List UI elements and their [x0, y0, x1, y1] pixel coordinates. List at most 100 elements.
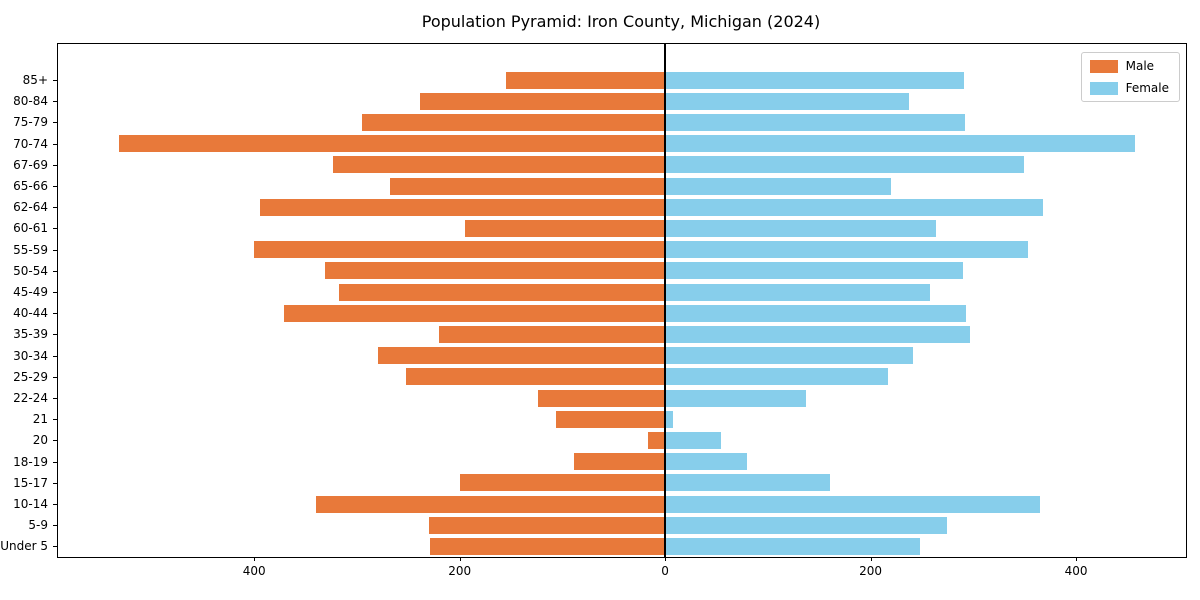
bar-male-under-5	[429, 537, 666, 555]
y-tick-label-18-19: 18-19	[13, 454, 48, 469]
chart-title: Population Pyramid: Iron County, Michiga…	[421, 12, 821, 31]
bar-female-65-66	[665, 177, 892, 195]
bar-male-5-9	[428, 516, 666, 534]
bar-female-10-14	[665, 495, 1041, 513]
bar-female-67-69	[665, 156, 1024, 174]
bar-female-80-84	[665, 92, 909, 110]
bar-female-18-19	[665, 453, 748, 471]
y-tick-label-60-61: 60-61	[13, 221, 48, 236]
bar-female-75-79	[665, 113, 966, 131]
bar-male-21	[556, 410, 666, 428]
y-tick-label-25-29: 25-29	[13, 369, 48, 384]
y-tick-label-under-5: Under 5	[0, 539, 48, 554]
y-tick-mark	[53, 525, 57, 527]
y-tick-mark	[53, 440, 57, 442]
bar-male-70-74	[118, 135, 666, 153]
y-tick-mark	[53, 419, 57, 421]
bar-female-50-54	[665, 262, 963, 280]
y-tick-label-75-79: 75-79	[13, 115, 48, 130]
y-tick-mark	[53, 355, 57, 357]
y-tick-mark	[53, 504, 57, 505]
bar-female-45-49	[665, 283, 931, 301]
bar-female-60-61	[665, 219, 937, 237]
bar-female-22-24	[665, 389, 806, 407]
bar-male-67-69	[333, 156, 666, 174]
bar-male-75-79	[362, 113, 666, 131]
bar-female-5-9	[665, 516, 947, 534]
bar-female-20	[665, 431, 721, 449]
bar-male-10-14	[315, 495, 666, 513]
bar-male-62-64	[260, 198, 666, 216]
y-tick-label-45-49: 45-49	[13, 285, 48, 299]
x-tick-label-200-1: 200	[448, 564, 472, 578]
legend-label-female: Female	[1125, 81, 1169, 95]
bar-female-25-29	[665, 368, 888, 386]
y-tick-mark	[53, 249, 57, 251]
bar-male-25-29	[406, 368, 666, 386]
bar-male-15-17	[459, 474, 666, 492]
bar-female-35-39	[665, 325, 971, 343]
y-tick-mark	[53, 292, 57, 293]
bar-male-40-44	[284, 304, 666, 322]
x-tick-label-200-3: 200	[859, 564, 883, 578]
y-tick-label-10-14: 10-14	[13, 497, 48, 511]
y-tick-mark	[53, 143, 57, 145]
bar-male-30-34	[377, 347, 666, 365]
bar-female-under-5	[665, 537, 920, 555]
x-tick-mark	[870, 557, 872, 561]
bar-male-35-39	[439, 325, 666, 343]
y-tick-mark	[53, 334, 57, 336]
bar-male-85+	[505, 71, 666, 89]
y-tick-label-22-24: 22-24	[13, 391, 48, 405]
x-tick-label-400-4: 400	[1064, 564, 1088, 578]
y-tick-mark	[53, 376, 57, 378]
y-tick-label-35-39: 35-39	[13, 327, 48, 342]
female-swatch-icon	[1089, 81, 1118, 95]
y-tick-label-21: 21	[32, 412, 48, 427]
y-tick-mark	[53, 482, 57, 484]
y-tick-mark	[53, 546, 57, 548]
zero-axis-line	[664, 44, 667, 557]
bar-male-18-19	[573, 453, 666, 471]
y-tick-label-40-44: 40-44	[13, 306, 48, 321]
bar-male-45-49	[338, 283, 666, 301]
y-tick-mark	[53, 122, 57, 124]
bar-female-21	[665, 410, 674, 428]
male-swatch-icon	[1089, 59, 1118, 73]
x-tick-label-0-2: 0	[661, 564, 669, 578]
legend-label-male: Male	[1125, 59, 1155, 73]
y-tick-label-65-66: 65-66	[13, 179, 48, 193]
y-tick-mark	[53, 186, 57, 187]
y-tick-mark	[53, 313, 57, 315]
x-tick-mark	[1076, 557, 1078, 561]
bar-female-40-44	[665, 304, 967, 322]
bar-female-70-74	[665, 135, 1135, 153]
y-tick-label-55-59: 55-59	[13, 242, 48, 257]
y-tick-mark	[53, 80, 57, 81]
y-tick-mark	[53, 270, 57, 272]
y-tick-label-85+: 85+	[22, 73, 48, 87]
x-tick-mark	[459, 557, 461, 561]
y-tick-mark	[53, 164, 57, 166]
bar-female-85+	[665, 71, 965, 89]
bar-female-62-64	[665, 198, 1044, 216]
y-tick-label-30-34: 30-34	[13, 348, 48, 363]
y-tick-label-62-64: 62-64	[13, 200, 48, 215]
bar-male-55-59	[254, 241, 666, 259]
bar-male-50-54	[325, 262, 666, 280]
axes: Male Female 85+ 80-84 75-79 70-74 67-69 65-66…	[0, 43, 1187, 578]
y-tick-mark	[53, 461, 57, 463]
bar-female-30-34	[665, 347, 913, 365]
legend: Male Female	[1080, 52, 1180, 102]
y-tick-label-5-9: 5-9	[28, 518, 48, 533]
y-tick-label-50-54: 50-54	[13, 263, 48, 278]
legend-item-male: Male	[1089, 59, 1169, 73]
legend-item-female: Female	[1089, 81, 1169, 95]
bar-female-15-17	[665, 474, 831, 492]
x-tick-label-400-0: 400	[242, 564, 266, 578]
bar-male-60-61	[464, 219, 666, 237]
y-tick-label-80-84: 80-84	[13, 94, 48, 109]
y-tick-mark	[53, 398, 57, 399]
bar-male-22-24	[537, 389, 666, 407]
